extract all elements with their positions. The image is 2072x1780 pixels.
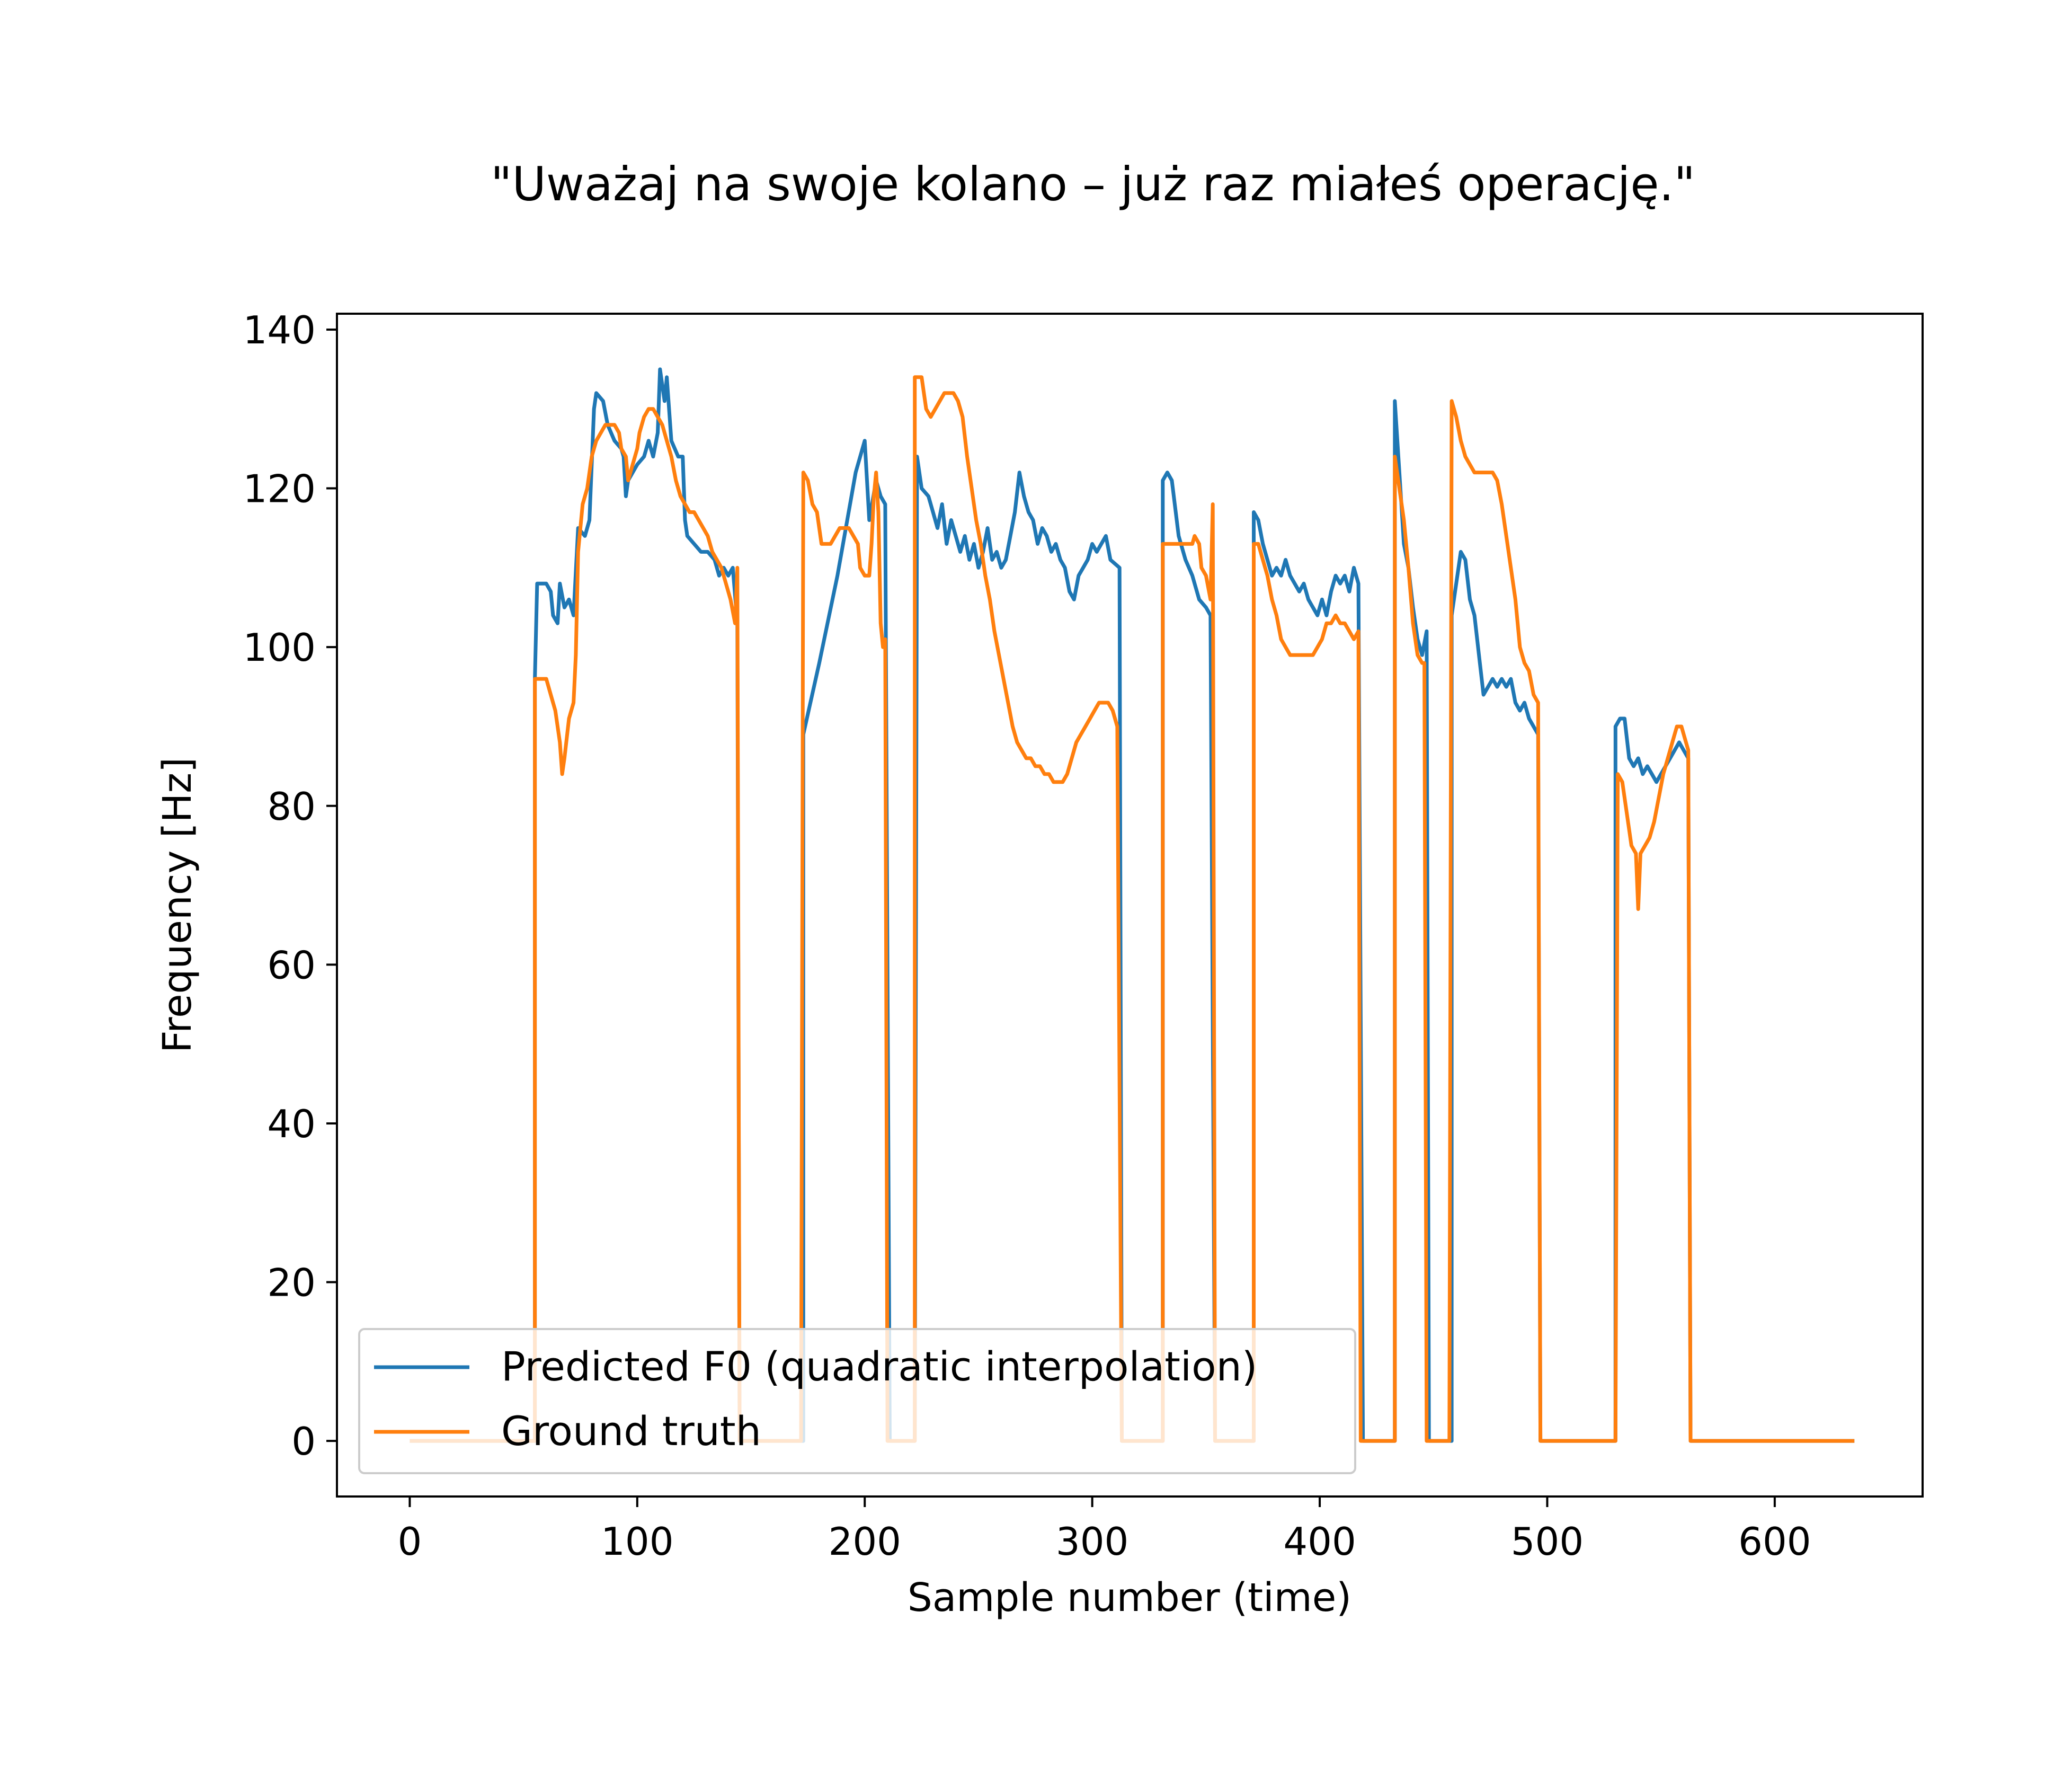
x-tick-label: 400 — [1283, 1519, 1356, 1564]
plot-frame — [336, 313, 1924, 1498]
series-line-predicted-f0 — [410, 367, 1855, 1443]
y-tick-label: 140 — [243, 308, 316, 352]
x-tick-label: 100 — [601, 1519, 673, 1564]
y-tick-label: 80 — [267, 784, 316, 829]
x-axis-ticks: 0 100 200 300 400 500 600 — [398, 1496, 1811, 1564]
y-tick-label: 120 — [243, 467, 316, 511]
y-axis-label: Frequency [Hz] — [155, 757, 200, 1053]
y-tick-label: 20 — [267, 1261, 316, 1305]
series-layer — [410, 367, 1855, 1443]
y-tick-label: 60 — [267, 943, 316, 987]
y-tick-label: 0 — [291, 1419, 316, 1464]
x-tick-label: 600 — [1738, 1519, 1811, 1564]
y-tick-label: 40 — [267, 1102, 316, 1146]
legend-label-ground-truth: Ground truth — [501, 1407, 761, 1455]
x-tick-label: 200 — [829, 1519, 901, 1564]
chart-title: "Uważaj na swoje kolano – już raz miałeś… — [491, 157, 1695, 211]
legend: Predicted F0 (quadratic interpolation) G… — [358, 1328, 1356, 1474]
x-axis-label: Sample number (time) — [908, 1575, 1351, 1620]
series-line-ground-truth — [410, 375, 1855, 1443]
y-tick-label: 100 — [243, 625, 316, 670]
x-tick-label: 0 — [398, 1519, 422, 1564]
x-tick-label: 500 — [1511, 1519, 1584, 1564]
x-tick-label: 300 — [1056, 1519, 1128, 1564]
plot-area — [336, 313, 1924, 1498]
y-axis-ticks: 0 20 40 60 80 100 120 140 — [243, 308, 337, 1464]
legend-box — [358, 1328, 1356, 1474]
legend-label-predicted: Predicted F0 (quadratic interpolation) — [501, 1343, 1257, 1390]
